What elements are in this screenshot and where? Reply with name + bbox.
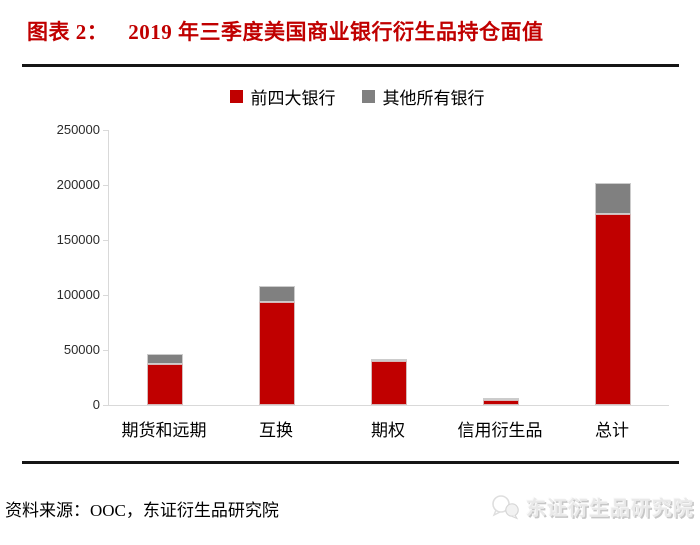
y-tick-label: 250000 xyxy=(56,122,100,137)
y-axis-tick xyxy=(103,404,109,406)
top-divider-rule xyxy=(22,64,679,67)
chart-title: 图表 2： 2019 年三季度美国商业银行衍生品持仓面值 xyxy=(27,16,687,46)
bar-segment-top4-banks xyxy=(595,213,631,405)
source-note: 资料来源：OOC，东证衍生品研究院 xyxy=(5,501,279,520)
x-tick-label: 期货和远期 xyxy=(121,421,207,440)
bar-segment-top4-banks xyxy=(371,361,407,405)
bar-segment-other-banks xyxy=(595,183,631,214)
x-tick-label: 信用衍生品 xyxy=(457,421,543,440)
legend-label: 前四大银行 xyxy=(250,89,336,108)
bar-segment-other-banks xyxy=(259,285,295,302)
y-axis-tick xyxy=(103,349,109,351)
legend-item-top4-banks: 前四大银行 xyxy=(229,84,336,109)
chart-legend: 前四大银行 其他所有银行 xyxy=(0,84,700,109)
x-tick-label: 互换 xyxy=(259,421,293,440)
y-axis-tick xyxy=(103,184,109,186)
legend-label: 其他所有银行 xyxy=(382,89,485,108)
bar-segment-top4-banks xyxy=(147,364,183,405)
legend-item-other-banks: 其他所有银行 xyxy=(361,84,485,109)
watermark: 东证衍生品研究院 xyxy=(491,492,694,521)
chat-bubbles-logo-icon xyxy=(492,494,519,520)
legend-swatch-gray xyxy=(361,90,375,103)
x-tick-label: 期权 xyxy=(371,421,405,440)
bottom-divider-rule xyxy=(22,461,679,464)
y-tick-label: 50000 xyxy=(63,342,100,357)
bar-segment-top4-banks xyxy=(259,301,295,405)
y-tick-label: 150000 xyxy=(56,232,100,247)
bar-segment-top4-banks xyxy=(483,400,519,405)
y-tick-label: 100000 xyxy=(56,287,100,302)
bar-segment-other-banks xyxy=(371,359,407,361)
chart-title-text: 2019 年三季度美国商业银行衍生品持仓面值 xyxy=(128,20,544,44)
legend-swatch-red xyxy=(229,90,243,103)
chart-number-label: 图表 2： xyxy=(27,20,109,44)
watermark-text: 东证衍生品研究院 xyxy=(526,498,694,520)
bar-segment-other-banks xyxy=(483,398,519,401)
y-tick-label: 200000 xyxy=(56,177,100,192)
y-axis-tick xyxy=(103,294,109,296)
y-axis-tick xyxy=(103,129,109,131)
bar-segment-other-banks xyxy=(147,353,183,365)
y-axis-tick xyxy=(103,239,109,241)
y-tick-label: 0 xyxy=(92,397,100,412)
x-tick-label: 总计 xyxy=(595,421,629,440)
plot-area xyxy=(103,129,669,406)
